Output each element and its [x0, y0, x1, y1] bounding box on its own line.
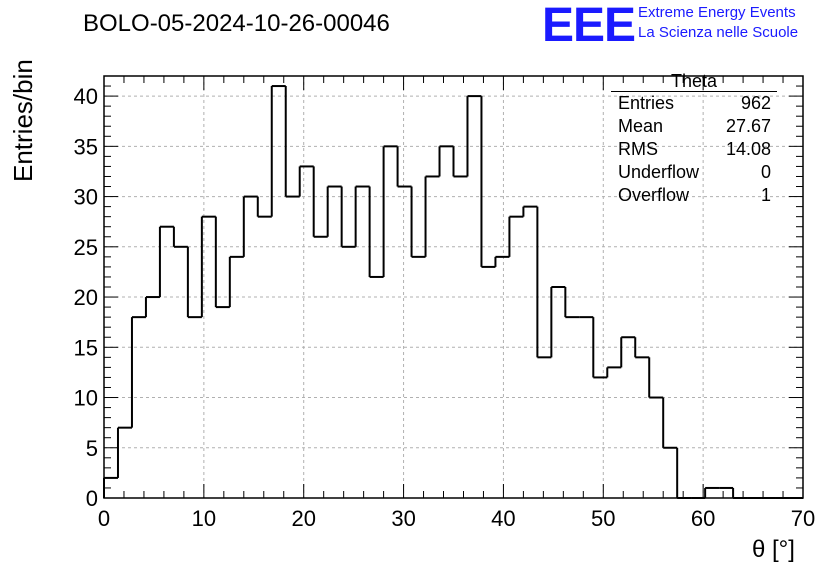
stats-row-mean: Mean 27.67	[611, 115, 777, 138]
y-axis-label: Entries/bin	[8, 59, 38, 182]
x-axis-label: θ [°]	[752, 536, 795, 563]
stats-value: 0	[760, 162, 771, 182]
histogram-bars	[103, 85, 803, 499]
stats-row-underflow: Underflow 0	[611, 161, 777, 184]
stats-label: RMS	[618, 139, 658, 159]
y-tick-label: 25	[74, 235, 98, 260]
y-tick-label: 20	[74, 285, 98, 310]
logo-line-2: La Scienza nelle Scuole	[638, 24, 799, 41]
y-tick-label: 40	[74, 84, 98, 109]
x-tick-label: 10	[192, 506, 216, 531]
x-tick-label: 20	[291, 506, 315, 531]
stats-value: 27.67	[725, 116, 771, 136]
stats-box: Theta Entries 962 Mean 27.67 RMS 14.08 U…	[611, 72, 777, 207]
stats-row-overflow: Overflow 1	[611, 184, 777, 207]
y-tick-label: 15	[74, 335, 98, 360]
stats-label: Overflow	[618, 185, 690, 205]
logo-line-1: Extreme Energy Events	[638, 4, 796, 21]
y-tick-label: 35	[74, 134, 98, 159]
eee-logo: EEE	[542, 0, 636, 52]
x-tick-label: 30	[391, 506, 415, 531]
y-tick-label: 0	[86, 486, 98, 511]
stats-value: 14.08	[725, 139, 771, 159]
y-tick-label: 5	[86, 436, 98, 461]
stats-label: Underflow	[618, 162, 700, 182]
stats-row-entries: Entries 962	[611, 92, 777, 115]
x-tick-label: 40	[491, 506, 515, 531]
x-tick-label: 60	[691, 506, 715, 531]
stats-label: Entries	[618, 93, 675, 113]
stats-label: Mean	[618, 116, 664, 136]
y-tick-label: 30	[74, 185, 98, 210]
x-tick-label: 0	[98, 506, 110, 531]
axis-ticks	[103, 75, 804, 499]
stats-value: 1	[760, 185, 771, 205]
stats-value: 962	[740, 93, 771, 113]
chart-title: BOLO-05-2024-10-26-00046	[83, 10, 390, 37]
x-tick-label: 70	[791, 506, 815, 531]
x-tick-label: 50	[591, 506, 615, 531]
stats-title: Theta	[611, 72, 777, 92]
stats-row-rms: RMS 14.08	[611, 138, 777, 161]
y-tick-label: 10	[74, 386, 98, 411]
